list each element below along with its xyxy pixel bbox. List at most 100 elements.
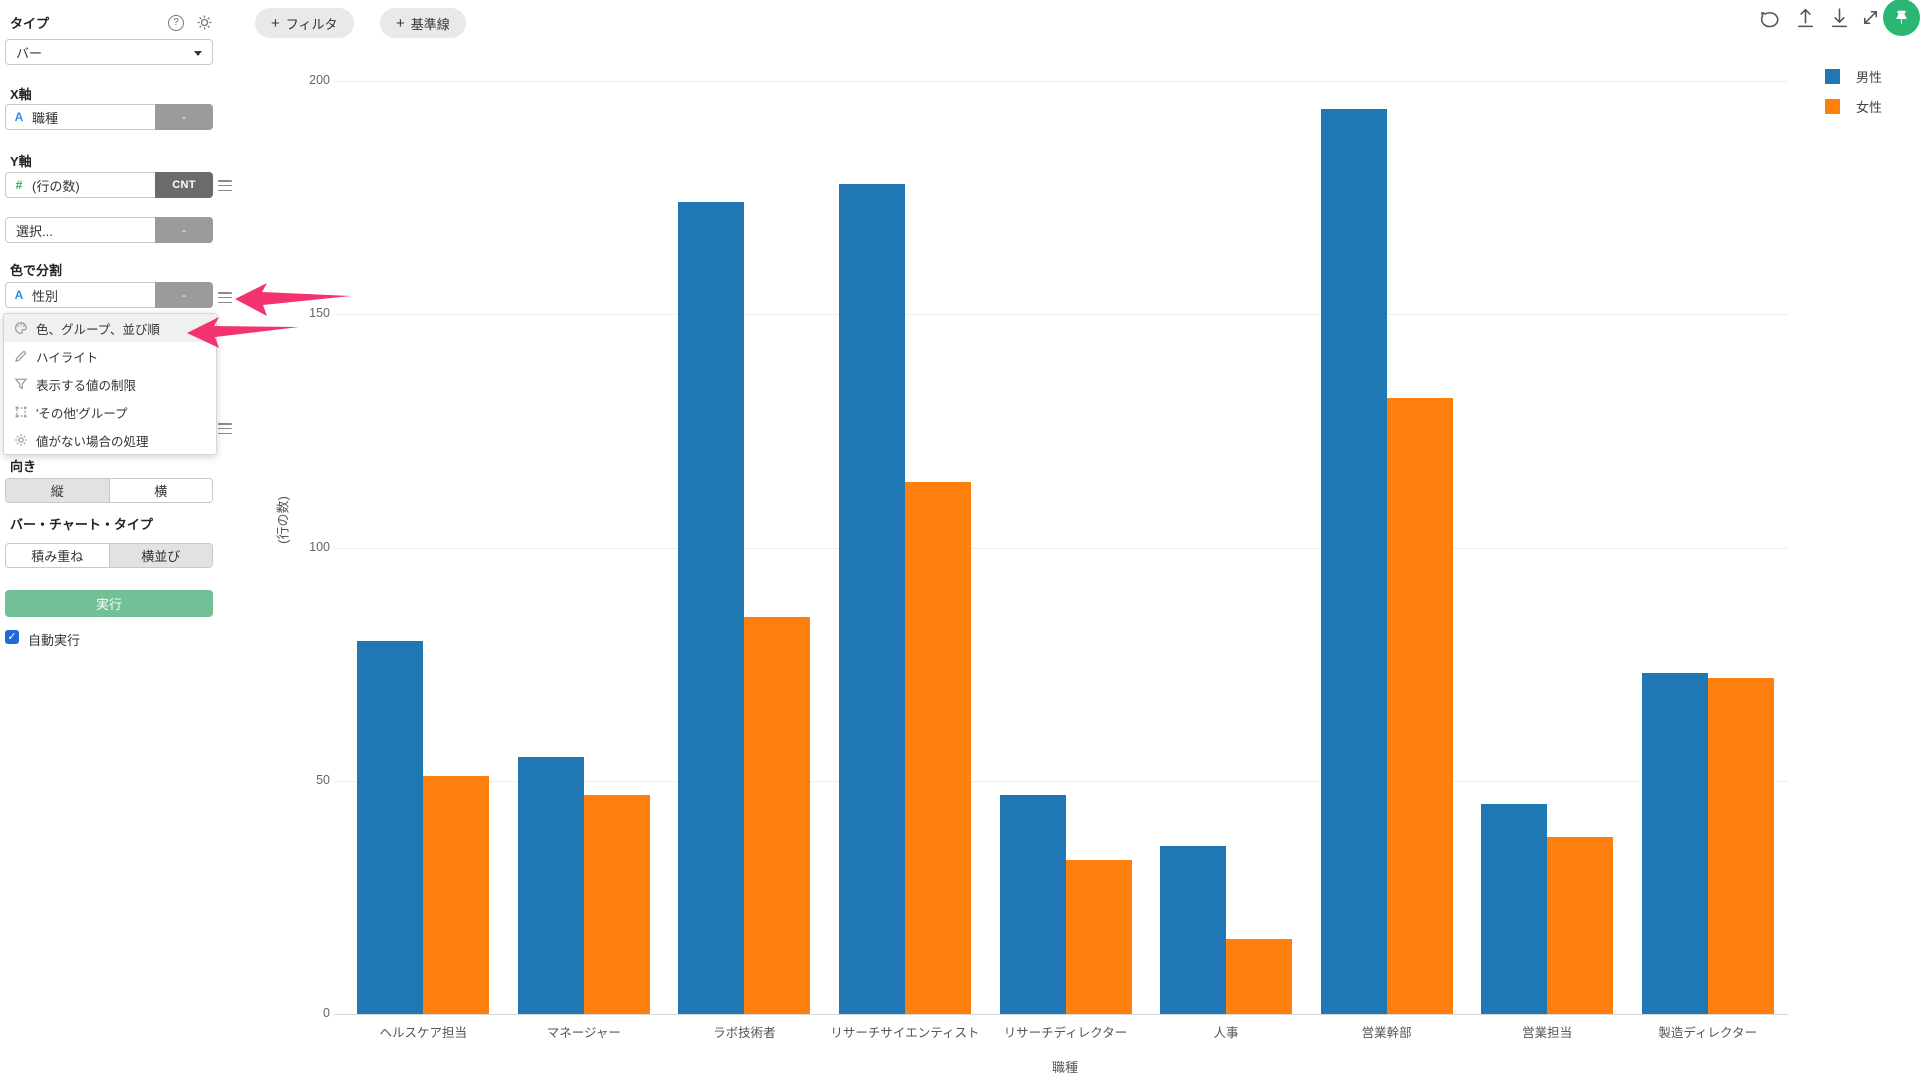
- y-field-menu-icon[interactable]: [218, 180, 232, 191]
- bar-男性-製造ディレクター[interactable]: [1641, 673, 1708, 1014]
- color-field-badge[interactable]: -: [155, 282, 213, 308]
- bar-女性-ヘルスケア担当[interactable]: [423, 776, 490, 1014]
- chart-type-value: バー: [16, 45, 43, 61]
- y-field-name: (行の数): [32, 178, 80, 194]
- others-group-icon: [14, 405, 36, 419]
- menu-item-color-group-order[interactable]: 色、グループ、並び順: [4, 314, 216, 342]
- menu-item-missing-values[interactable]: 値がない場合の処理: [4, 426, 216, 454]
- x-category-label: ヘルスケア担当: [379, 1026, 468, 1040]
- bar-男性-営業担当[interactable]: [1481, 804, 1548, 1014]
- y2-field-badge[interactable]: -: [155, 217, 213, 243]
- x-category-label: ラボ技術者: [713, 1026, 776, 1040]
- text-type-icon: A: [14, 110, 24, 124]
- bar-type-stacked-option[interactable]: 積み重ね: [31, 549, 84, 564]
- bar-type-label: バー・チャート・タイプ: [10, 517, 153, 532]
- bar-女性-ラボ技術者[interactable]: [744, 617, 811, 1014]
- funnel-icon: [14, 377, 36, 391]
- y-axis-field[interactable]: # (行の数) CNT: [5, 172, 213, 198]
- y2-select-field[interactable]: 選択... -: [5, 217, 213, 243]
- y-tick-label: 50: [316, 772, 330, 787]
- type-label: タイプ: [10, 16, 50, 31]
- orientation-toggle: 縦 横: [5, 478, 213, 503]
- bar-女性-営業担当[interactable]: [1547, 836, 1614, 1014]
- menu-item-label: 表示する値の制限: [36, 378, 137, 393]
- add-baseline-label: 基準線: [410, 16, 450, 32]
- y-tick-label: 200: [309, 73, 330, 87]
- orientation-vertical-option[interactable]: 縦: [6, 479, 109, 502]
- auto-run-label: 自動実行: [28, 633, 81, 648]
- settings-gear-icon[interactable]: [196, 14, 213, 36]
- menu-item-label: ハイライト: [36, 350, 99, 365]
- orientation-label: 向き: [10, 459, 37, 474]
- color-field[interactable]: A 性別 -: [5, 282, 213, 308]
- comment-icon[interactable]: [1757, 5, 1782, 30]
- legend-label: 女性: [1856, 100, 1883, 115]
- legend-item-女性[interactable]: 女性: [1825, 97, 1882, 116]
- x-category-label: 営業幹部: [1361, 1026, 1412, 1040]
- bar-男性-リサーチサイエンティスト[interactable]: [838, 183, 905, 1014]
- select-placeholder: 選択...: [16, 223, 53, 239]
- color-field-name: 性別: [32, 288, 59, 304]
- add-baseline-button[interactable]: + 基準線: [380, 8, 466, 38]
- run-button[interactable]: 実行: [5, 590, 213, 617]
- orientation-horizontal-option[interactable]: 横: [108, 479, 213, 502]
- x-field-badge[interactable]: -: [155, 104, 213, 130]
- bar-女性-製造ディレクター[interactable]: [1707, 678, 1774, 1014]
- color-field-menu-icon[interactable]: [218, 292, 232, 303]
- menu-item-label: 色、グループ、並び順: [36, 322, 160, 337]
- plus-icon: +: [271, 14, 280, 32]
- bar-女性-人事[interactable]: [1226, 939, 1293, 1014]
- y-axis-title: (行の数): [275, 496, 291, 544]
- gridline: [334, 780, 1788, 782]
- bar-男性-営業幹部[interactable]: [1320, 108, 1387, 1014]
- bar-男性-マネージャー[interactable]: [517, 757, 584, 1014]
- bar-男性-ヘルスケア担当[interactable]: [357, 640, 424, 1014]
- bar-男性-人事[interactable]: [1160, 846, 1227, 1014]
- gridline: [334, 314, 1788, 316]
- bar-男性-ラボ技術者[interactable]: [678, 202, 745, 1014]
- help-icon[interactable]: ?: [168, 15, 184, 31]
- palette-icon: [14, 321, 36, 335]
- bar-男性-リサーチディレクター[interactable]: [999, 794, 1066, 1014]
- add-filter-button[interactable]: + フィルタ: [255, 8, 354, 38]
- add-filter-label: フィルタ: [285, 16, 338, 32]
- bar-女性-リサーチディレクター[interactable]: [1065, 860, 1132, 1014]
- x-axis-title: 職種: [1051, 1060, 1078, 1075]
- x-category-label: 製造ディレクター: [1658, 1026, 1758, 1040]
- y-axis-label: Y軸: [10, 154, 32, 169]
- menu-item-limit-values[interactable]: 表示する値の制限: [4, 370, 216, 398]
- bar-女性-マネージャー[interactable]: [583, 794, 650, 1014]
- x-category-label: 人事: [1213, 1026, 1239, 1040]
- auto-run-checkbox[interactable]: ✓: [5, 630, 19, 644]
- chart-type-select[interactable]: バー: [5, 39, 213, 65]
- y-aggregate-badge[interactable]: CNT: [155, 172, 213, 198]
- download-icon[interactable]: [1827, 5, 1852, 30]
- highlighter-icon: [14, 349, 36, 363]
- bar-女性-営業幹部[interactable]: [1386, 398, 1453, 1014]
- x-field-name: 職種: [32, 110, 59, 126]
- number-type-icon: #: [15, 178, 23, 192]
- expand-icon[interactable]: [1858, 5, 1883, 30]
- x-category-label: リサーチディレクター: [1003, 1026, 1128, 1040]
- legend: 男性女性: [1825, 67, 1882, 127]
- menu-item-label: 値がない場合の処理: [36, 434, 149, 449]
- x-category-label: 営業担当: [1522, 1026, 1573, 1040]
- field-options-menu: 色、グループ、並び順 ハイライト 表示する値の制限 'その他'グループ: [3, 313, 217, 455]
- color-section-label: 色で分割: [10, 263, 63, 278]
- bar-女性-リサーチサイエンティスト[interactable]: [904, 482, 971, 1014]
- legend-item-男性[interactable]: 男性: [1825, 67, 1882, 86]
- upload-icon[interactable]: [1793, 5, 1818, 30]
- hidden-field-menu-icon[interactable]: [218, 423, 232, 434]
- legend-swatch: [1825, 99, 1840, 114]
- menu-item-highlight[interactable]: ハイライト: [4, 342, 216, 370]
- legend-swatch: [1825, 69, 1840, 84]
- x-axis-field[interactable]: A 職種 -: [5, 104, 213, 130]
- menu-item-others-group[interactable]: 'その他'グループ: [4, 398, 216, 426]
- pin-avatar-button[interactable]: [1883, 0, 1920, 36]
- y-tick-label: 150: [309, 306, 330, 321]
- bar-type-dodge-option[interactable]: 横並び: [108, 544, 212, 567]
- bar-type-toggle: 積み重ね 横並び: [5, 543, 213, 568]
- y-tick-label: 0: [323, 1006, 330, 1020]
